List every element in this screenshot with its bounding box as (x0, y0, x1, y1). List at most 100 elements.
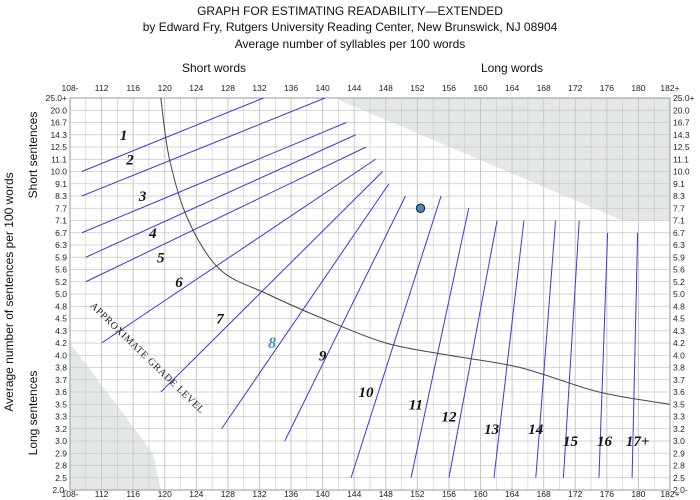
x-tick-label-top: 112 (95, 83, 109, 93)
y-tick-label-left: 3.5 (55, 399, 67, 409)
grade-line (101, 158, 376, 344)
grade-label: 5 (157, 250, 165, 266)
y-tick-label-right: 4.0 (673, 350, 685, 360)
y-tick-label-right: 3.2 (673, 424, 685, 434)
y-tick-label-left: 6.7 (55, 228, 67, 238)
y-tick-label-left: 4.3 (55, 326, 67, 336)
y-tick-label-right: 3.7 (673, 375, 685, 385)
y-tick-label-left: 10.0 (50, 167, 67, 177)
y-tick-label-left: 2.0- (52, 485, 67, 495)
y-tick-label-right: 25.0+ (673, 93, 695, 103)
y-tick-label-left: 16.7 (50, 118, 67, 128)
y-tick-label-left: 25.0+ (45, 93, 67, 103)
y-tick-label-left: 4.5 (55, 314, 67, 324)
y-tick-label-left: 7.1 (55, 216, 67, 226)
grade-line (448, 220, 498, 478)
x-tick-label-bottom: 164 (505, 489, 519, 499)
x-tick-label-top: 136 (284, 83, 298, 93)
graph-title: GRAPH FOR ESTIMATING READABILITY—EXTENDE… (197, 4, 503, 18)
y-tick-label-right: 3.8 (673, 363, 685, 373)
x-tick-label-top: 156 (442, 83, 456, 93)
x-tick-label-top: 182+ (660, 83, 679, 93)
grade-label: 17+ (626, 434, 650, 450)
y-tick-label-right: 7.1 (673, 216, 685, 226)
y-tick-label-right: 5.2 (673, 277, 685, 287)
y-tick-label-left: 8.3 (55, 191, 67, 201)
grade-line (160, 171, 383, 393)
grade-divider (160, 97, 671, 405)
grade-line (631, 232, 639, 478)
plot-frame (69, 97, 671, 491)
y-tick-label-left: 4.2 (55, 338, 67, 348)
y-tick-label-left: 12.5 (50, 142, 67, 152)
x-tick-label-top: 164 (505, 83, 519, 93)
grade-line (85, 134, 356, 258)
y-tick-label-right: 5.0 (673, 289, 685, 299)
y-axis-title: Average number of sentences per 100 word… (2, 172, 16, 411)
x-tick-label-bottom: 168 (537, 489, 551, 499)
y-tick-label-left: 14.3 (50, 130, 67, 140)
grade-line (410, 208, 470, 478)
grade-line (493, 220, 525, 478)
x-tick-label-top: 132 (252, 83, 266, 93)
y-tick-label-left: 9.1 (55, 179, 67, 189)
y-tick-label-right: 3.3 (673, 412, 685, 422)
y-tick-label-right: 3.6 (673, 387, 685, 397)
grade-line (221, 183, 390, 430)
grade-label: 10 (359, 385, 375, 401)
y-tick-label-right: 5.6 (673, 265, 685, 275)
y-tick-label-right: 2.5 (673, 473, 685, 483)
x-tick-label-bottom: 148 (379, 489, 393, 499)
y-tick-label-right: 5.9 (673, 252, 685, 262)
x-tick-label-top: 148 (379, 83, 393, 93)
x-tick-label-bottom: 144 (347, 489, 361, 499)
y-tick-label-left: 5.6 (55, 265, 67, 275)
y-tick-label-right: 9.1 (673, 179, 685, 189)
x-tick-label-bottom: 172 (568, 489, 582, 499)
x-tick-label-bottom: 160 (473, 489, 487, 499)
x-tick-label-bottom: 136 (284, 489, 298, 499)
grade-line (81, 122, 347, 234)
grade-line (598, 232, 609, 478)
y-tick-label-left: 3.2 (55, 424, 67, 434)
x-tick-label-top: 160 (473, 83, 487, 93)
x-tick-label-top: 168 (537, 83, 551, 93)
x-tick-label-bottom: 140 (316, 489, 330, 499)
grade-label: 15 (563, 434, 579, 450)
grade-label: 2 (125, 152, 134, 168)
x-tick-label-top: 116 (126, 83, 140, 93)
data-points (415, 203, 426, 213)
grade-label: 6 (175, 275, 183, 291)
x-tick-label-top: 152 (410, 83, 424, 93)
long-sentences-label: Long sentences (26, 371, 40, 456)
y-tick-label-right: 12.5 (673, 142, 690, 152)
y-tick-label-right: 7.7 (673, 203, 685, 213)
x-tick-label-bottom: 124 (189, 489, 203, 499)
grade-label: 7 (216, 312, 224, 328)
y-tick-label-right: 16.7 (673, 118, 690, 128)
x-axis-title: Average number of syllables per 100 word… (235, 37, 466, 51)
axis-ticks: 108-108-11211211611612012012412412812813… (45, 83, 694, 499)
x-tick-label-bottom: 180 (631, 489, 645, 499)
y-tick-label-right: 4.8 (673, 301, 685, 311)
y-tick-label-left: 2.9 (55, 448, 67, 458)
grade-lines (81, 97, 639, 478)
x-tick-label-top: 176 (600, 83, 614, 93)
y-tick-label-left: 5.2 (55, 277, 67, 287)
grade-label: 16 (597, 434, 613, 450)
y-tick-label-left: 3.6 (55, 387, 67, 397)
long-words-label: Long words (481, 61, 543, 75)
y-tick-label-right: 6.3 (673, 240, 685, 250)
y-tick-label-right: 2.9 (673, 448, 685, 458)
x-tick-label-bottom: 156 (442, 489, 456, 499)
y-tick-label-left: 3.0 (55, 436, 67, 446)
grade-label: 12 (441, 410, 457, 426)
y-tick-label-left: 5.9 (55, 252, 67, 262)
grade-label: 9 (319, 348, 327, 364)
y-tick-label-left: 11.1 (51, 154, 67, 164)
grade-line (535, 220, 557, 478)
x-tick-label-top: 172 (568, 83, 582, 93)
x-tick-label-bottom: 152 (410, 489, 424, 499)
y-tick-label-right: 14.3 (673, 130, 690, 140)
